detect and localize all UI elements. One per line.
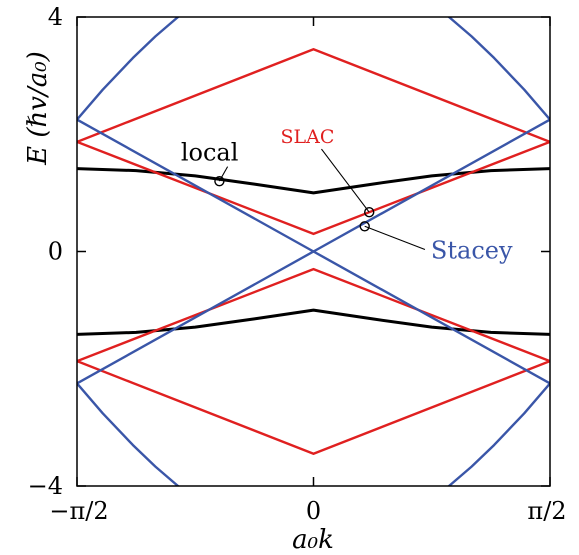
series-slac-curve-0 [77, 140, 550, 236]
y-tick-label: −4 [28, 472, 63, 500]
annotation-stacey-leader [364, 225, 426, 251]
series-stacey-curve-5 [447, 382, 550, 486]
series-slac-curve-2 [77, 267, 550, 363]
series-slac-curve-1 [77, 48, 550, 144]
series-stacey-curve-2 [77, 17, 180, 121]
annotation-local-leader [218, 166, 229, 182]
y-axis-label: E (ℏv/a₀) [23, 51, 53, 166]
annotation-layer: local SLAC Stacey [181, 126, 513, 264]
x-tick-label: π/2 [527, 497, 566, 525]
annotation-local-label: local [181, 139, 239, 167]
series-stacey-curve-3 [447, 17, 550, 121]
x-tick-label: −π/2 [49, 497, 108, 525]
series-local-curve-1 [77, 308, 550, 336]
annotation-slac-leader [321, 148, 370, 213]
annotation-stacey-marker [359, 221, 370, 232]
tick-layer: −π/2 0 π/2 4 0 −4 [28, 3, 567, 525]
series-local-curve-0 [77, 167, 550, 195]
series-stacey-curve-1 [77, 250, 550, 385]
annotation-local-marker [214, 175, 225, 187]
series-slac-curve-3 [77, 359, 550, 455]
annotation-stacey-label: Stacey [431, 237, 513, 265]
x-tick-label: 0 [306, 497, 321, 525]
series-stacey-curve-4 [77, 382, 180, 486]
y-tick-label: 4 [48, 3, 63, 31]
annotation-slac-label: SLAC [281, 126, 335, 148]
x-axis-label: a₀k [292, 525, 334, 555]
series-layer [77, 17, 550, 486]
annotation-slac-marker [364, 207, 375, 218]
y-tick-label: 0 [48, 238, 63, 266]
